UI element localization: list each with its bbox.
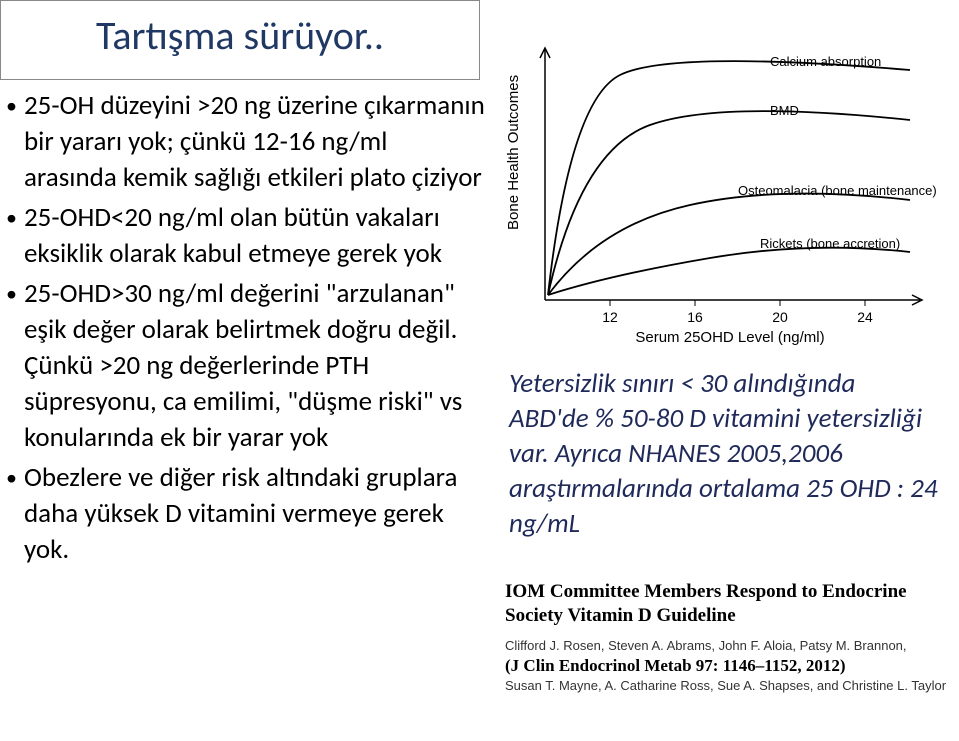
- chart-curve-label: Rickets (bone accretion): [760, 236, 900, 251]
- citation-title: IOM Committee Members Respond to Endocri…: [505, 580, 950, 628]
- slide-title: Tartışma sürüyor..: [96, 11, 384, 60]
- bullet-text: 25-OHD<20 ng/ml olan bütün vakaları eksi…: [24, 200, 486, 272]
- list-item: • Obezlere ve diğer risk altındaki grupl…: [6, 460, 486, 568]
- bullet-dot-icon: •: [6, 276, 24, 312]
- list-item: • 25-OH düzeyini >20 ng üzerine çıkarman…: [6, 88, 486, 196]
- bullet-dot-icon: •: [6, 88, 24, 124]
- citation-block: IOM Committee Members Respond to Endocri…: [505, 580, 950, 694]
- citation-authors-line-1: Clifford J. Rosen, Steven A. Abrams, Joh…: [505, 638, 950, 654]
- chart-curve-rickets: [548, 248, 910, 295]
- bullet-dot-icon: •: [6, 460, 24, 496]
- chart-xtick-label: 24: [857, 309, 873, 325]
- chart-xlabel: Serum 25OHD Level (ng/ml): [635, 329, 824, 346]
- bullet-text: Obezlere ve diğer risk altındaki gruplar…: [24, 460, 486, 568]
- chart-curve-label: BMD: [770, 103, 799, 118]
- citation-journal: (J Clin Endocrinol Metab 97: 1146–1152, …: [505, 656, 950, 676]
- chart-curve-label: Osteomalacia (bone maintenance): [738, 183, 937, 198]
- chart-curve-label: Calcium absorption: [770, 54, 881, 69]
- chart-curve-calcium: [548, 61, 910, 295]
- note-text: Yetersizlik sınırı < 30 alındığında ABD'…: [509, 366, 941, 541]
- chart-ylabel: Bone Health Outcomes: [505, 75, 522, 230]
- chart-curve-bmd: [548, 111, 910, 295]
- bullet-text: 25-OHD>30 ng/ml değerini "arzulanan" eşi…: [24, 276, 486, 456]
- highlight-note: Yetersizlik sınırı < 30 alındığında ABD'…: [505, 360, 945, 547]
- bullet-dot-icon: •: [6, 200, 24, 236]
- chart-xtick-label: 20: [772, 309, 788, 325]
- bone-health-chart: Bone Health Outcomes 12 16 20 24 Serum 2…: [500, 30, 945, 350]
- bullet-text: 25-OH düzeyini >20 ng üzerine çıkarmanın…: [24, 88, 486, 196]
- chart-xtick-label: 16: [687, 309, 703, 325]
- list-item: • 25-OHD<20 ng/ml olan bütün vakaları ek…: [6, 200, 486, 272]
- chart-xtick-label: 12: [602, 309, 618, 325]
- chart-svg: Bone Health Outcomes 12 16 20 24 Serum 2…: [500, 30, 945, 350]
- list-item: • 25-OHD>30 ng/ml değerini "arzulanan" e…: [6, 276, 486, 456]
- citation-authors-line-2: Susan T. Mayne, A. Catharine Ross, Sue A…: [505, 678, 950, 694]
- bullet-list: • 25-OH düzeyini >20 ng üzerine çıkarman…: [6, 88, 486, 572]
- title-banner: Tartışma sürüyor..: [0, 0, 480, 80]
